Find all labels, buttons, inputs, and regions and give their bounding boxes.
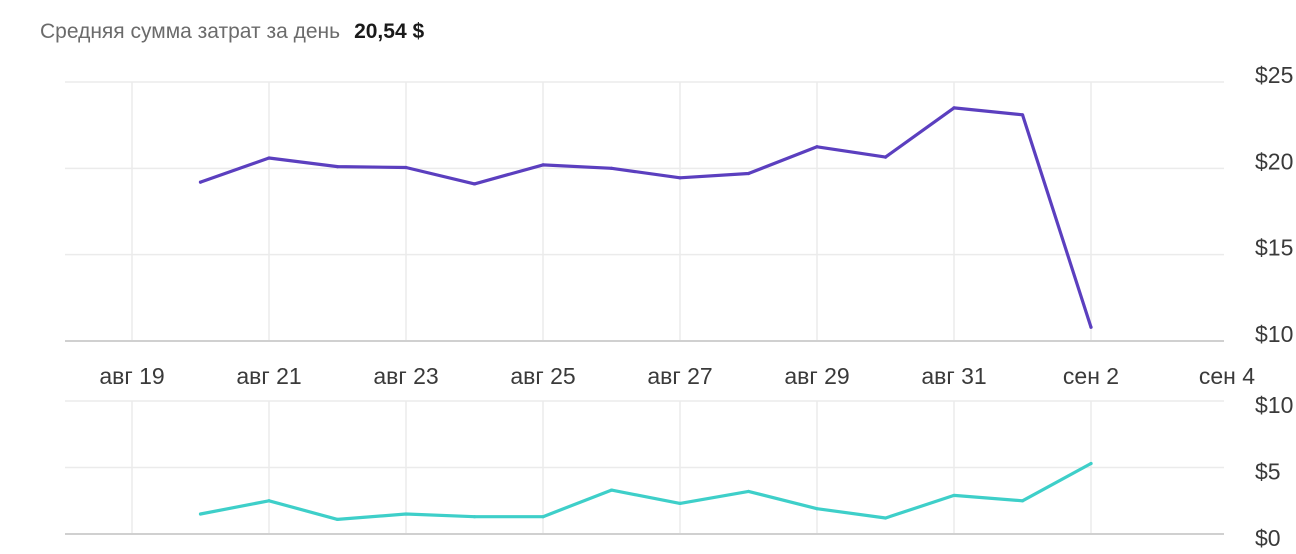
bottom-chart-point	[541, 515, 545, 519]
bottom-chart-point	[472, 515, 477, 519]
top-chart-point	[1089, 325, 1093, 329]
bottom-chart-point	[1089, 461, 1093, 466]
top-chart-point	[609, 166, 614, 170]
x-axis-tick-label: авг 31	[921, 363, 986, 389]
bottom-chart-point	[678, 501, 682, 506]
bottom-chart-points	[198, 461, 1093, 521]
top-chart-series-line	[198, 106, 1093, 329]
top-chart-point	[678, 176, 682, 180]
bottom-chart-grid	[65, 400, 1224, 535]
header: Средняя сумма затрат за день 20,54 $	[40, 16, 424, 48]
top-chart-point	[952, 106, 956, 110]
bottom-chart-y-tick-label: $5	[1255, 459, 1281, 485]
top-chart-point	[472, 182, 477, 186]
bottom-chart-point	[198, 512, 203, 516]
top-chart-y-tick-label: $10	[1255, 321, 1293, 347]
top-chart-grid	[65, 81, 1224, 342]
bottom-chart-point	[746, 489, 751, 494]
x-axis-tick-label: сен 2	[1063, 363, 1119, 389]
top-chart-point	[267, 156, 271, 160]
top-chart-point	[883, 155, 888, 159]
top-chart-point	[335, 165, 340, 169]
top-chart-point	[746, 171, 751, 176]
bottom-chart-point	[815, 507, 819, 511]
bottom-chart-point	[883, 516, 888, 520]
bottom-chart-y-tick-label: $10	[1255, 392, 1293, 418]
bottom-chart-point	[609, 488, 614, 492]
average-daily-spend-value: 20,54 $	[354, 20, 425, 43]
top-chart-point	[1020, 113, 1025, 117]
bottom-chart-point	[952, 493, 956, 498]
x-axis-tick-label: авг 23	[373, 363, 438, 389]
top-chart-point	[404, 165, 408, 170]
top-chart-point	[198, 180, 203, 184]
x-axis-tick-labels: авг 19 авг 21 авг 23 авг 25 авг 27 авг 29 авг …	[99, 363, 1255, 389]
top-chart-point	[541, 163, 545, 167]
top-chart-points	[198, 106, 1093, 329]
bottom-chart-y-tick-labels: $0 $5 $10	[1255, 392, 1293, 551]
x-axis-tick-label: авг 29	[784, 363, 849, 389]
bottom-chart-series-line	[198, 461, 1093, 521]
x-axis-tick-label: авг 21	[236, 363, 301, 389]
average-daily-spend-label: Средняя сумма затрат за день	[40, 20, 341, 43]
x-axis-tick-label: авг 25	[510, 363, 575, 389]
x-axis-tick-label: авг 19	[99, 363, 164, 389]
bottom-chart-point	[335, 517, 340, 521]
x-axis-tick-label: авг 27	[647, 363, 712, 389]
x-axis-tick-label: сен 4	[1199, 363, 1255, 389]
top-chart-point	[815, 145, 819, 149]
bottom-chart-point	[1020, 499, 1025, 503]
top-chart-y-tick-labels: $10 $15 $20 $25	[1255, 62, 1293, 347]
bottom-chart-point	[267, 499, 271, 503]
bottom-chart-point	[404, 512, 408, 516]
top-chart-y-tick-label: $20	[1255, 148, 1293, 174]
top-chart-y-tick-label: $25	[1255, 62, 1293, 88]
top-chart-y-tick-label: $15	[1255, 235, 1293, 261]
bottom-chart-y-tick-label: $0	[1255, 525, 1281, 551]
